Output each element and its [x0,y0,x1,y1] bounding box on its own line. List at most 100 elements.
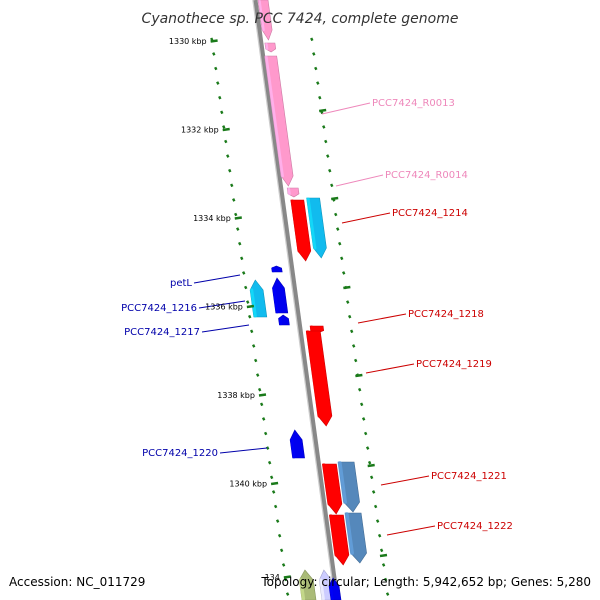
tick-dot [322,125,326,129]
feature-pcc7424-1222-steel-highlight [344,512,354,555]
feature-pcc7424-1221-steel-highlight [337,461,347,504]
tick-dot [212,52,216,56]
tick-dot [240,256,244,261]
tick-dot [238,241,242,246]
tick-dot [316,81,320,85]
tick-dot [367,460,372,465]
gene-label-pcc7424-1216: PCC7424_1216 [121,303,197,314]
tick-dot [361,417,366,421]
feature-pcc7424-1217-highlight [278,317,283,326]
leader-petl [193,274,241,284]
feature-pcc7424-1219-highlight [305,330,321,418]
gene-labels: PCC7424_R0013 PCC7424_R0014 PCC7424_1214pe… [121,98,513,532]
tick-dot [263,431,268,436]
scale-tick [222,127,230,132]
tick-dot [257,387,262,392]
leader-pcc7424-1219 [365,363,415,374]
tick-dot [218,95,222,100]
tick-dot [222,125,226,129]
backbone [252,0,340,600]
topology-label: Topology: circular; Length: 5,942,652 bp… [260,575,591,589]
gene-label-pcc7424-r0014: PCC7424_R0014 [385,170,468,181]
gene-label-pcc7424-1219: PCC7424_1219 [416,359,492,370]
tick-dot [340,256,344,261]
backbone-line [253,0,340,600]
feature-pcc7424-r0013-highlight [264,55,284,178]
scale-tick [331,196,339,201]
scale-tick [210,39,218,43]
tick-dot [330,183,334,188]
tick-dot [236,227,240,231]
leader-pcc7424-1216 [198,300,246,309]
tick-dot [265,446,270,450]
tick-dot [267,460,272,465]
feature-lavender-blue-highlight [329,584,334,600]
tick-dot [381,563,386,567]
tick-dot [273,504,278,509]
scale-labels: 1330 kbp 1332 kbp 1334 kbp 1336 kbp 1338 kbp… [169,37,388,582]
scale-tick [246,304,255,309]
tick-dot [363,431,368,436]
scale-tick [379,553,388,558]
tick-dot [283,577,288,582]
scale-tick [319,108,327,113]
scale-tick [367,463,375,468]
tick-dot [314,66,318,71]
gene-label-pcc7424-1220: PCC7424_1220 [142,448,218,459]
tick-dot [336,227,340,231]
feature-olive-highlight [299,578,306,600]
scale-tick [283,575,292,579]
tick-dot [224,139,228,144]
leader-pcc7424-1214 [341,212,391,224]
feature-pcc7424-1216-blue-highlight [272,286,279,314]
feature-pcc7424-r0014-highlight [287,187,291,196]
gene-label-pcc7424-1222: PCC7424_1222 [437,521,513,532]
tick-dot [312,52,316,56]
tick-dot [326,154,330,158]
tick-dot [271,490,276,494]
leader-pcc7424-1222 [386,525,436,536]
tick-dot [348,314,352,319]
leader-pcc7424-1221 [380,475,430,486]
tick-dot [379,548,384,553]
tick-dot [324,139,328,144]
accession-label: Accession: NC_011729 [9,575,145,589]
scale-tick [234,216,242,220]
tick-dot [375,519,380,523]
leader-pcc7424-r0013 [321,102,371,115]
leader-pcc7424-r0014 [335,174,384,187]
scale-tick [355,373,363,378]
scale-label: 1338 kbp [217,391,255,400]
feature-pcc7424-1214-cyan-highlight [306,197,317,250]
scale-label: 1336 kbp [205,303,243,312]
tick-dot [228,168,232,173]
tick-dot [254,358,258,363]
feature-rrna-top-highlight [258,0,265,32]
tick-dot [248,314,252,319]
tick-dot [377,533,382,538]
backbone-shadow [252,0,336,600]
gene-label-pcc7424-1221: PCC7424_1221 [431,471,507,482]
gene-label-pcc7424-1218: PCC7424_1218 [408,309,484,320]
tick-dot [242,271,246,275]
map-title: Cyanothece sp. PCC 7424, complete genome [142,11,459,27]
tick-dot [261,417,266,421]
tick-dot [354,358,358,363]
tick-dot [220,110,224,115]
tick-dot [277,533,282,538]
leader-pcc7424-1218 [357,313,407,324]
tick-dot [357,387,362,392]
gene-label-petl: petL [170,278,192,289]
feature-pcc7424-1222-highlight [329,514,338,557]
scale-label: 1330 kbp [169,37,207,46]
tick-dot [352,344,356,348]
gene-label-pcc7424-1217: PCC7424_1217 [124,327,200,338]
gene-features [249,0,367,600]
tick-dot [214,66,218,71]
tick-dot [281,563,286,567]
tick-dot [346,300,350,304]
gene-label-pcc7424-r0013: PCC7424_R0013 [372,98,455,109]
scale-label: 134 [265,573,280,582]
